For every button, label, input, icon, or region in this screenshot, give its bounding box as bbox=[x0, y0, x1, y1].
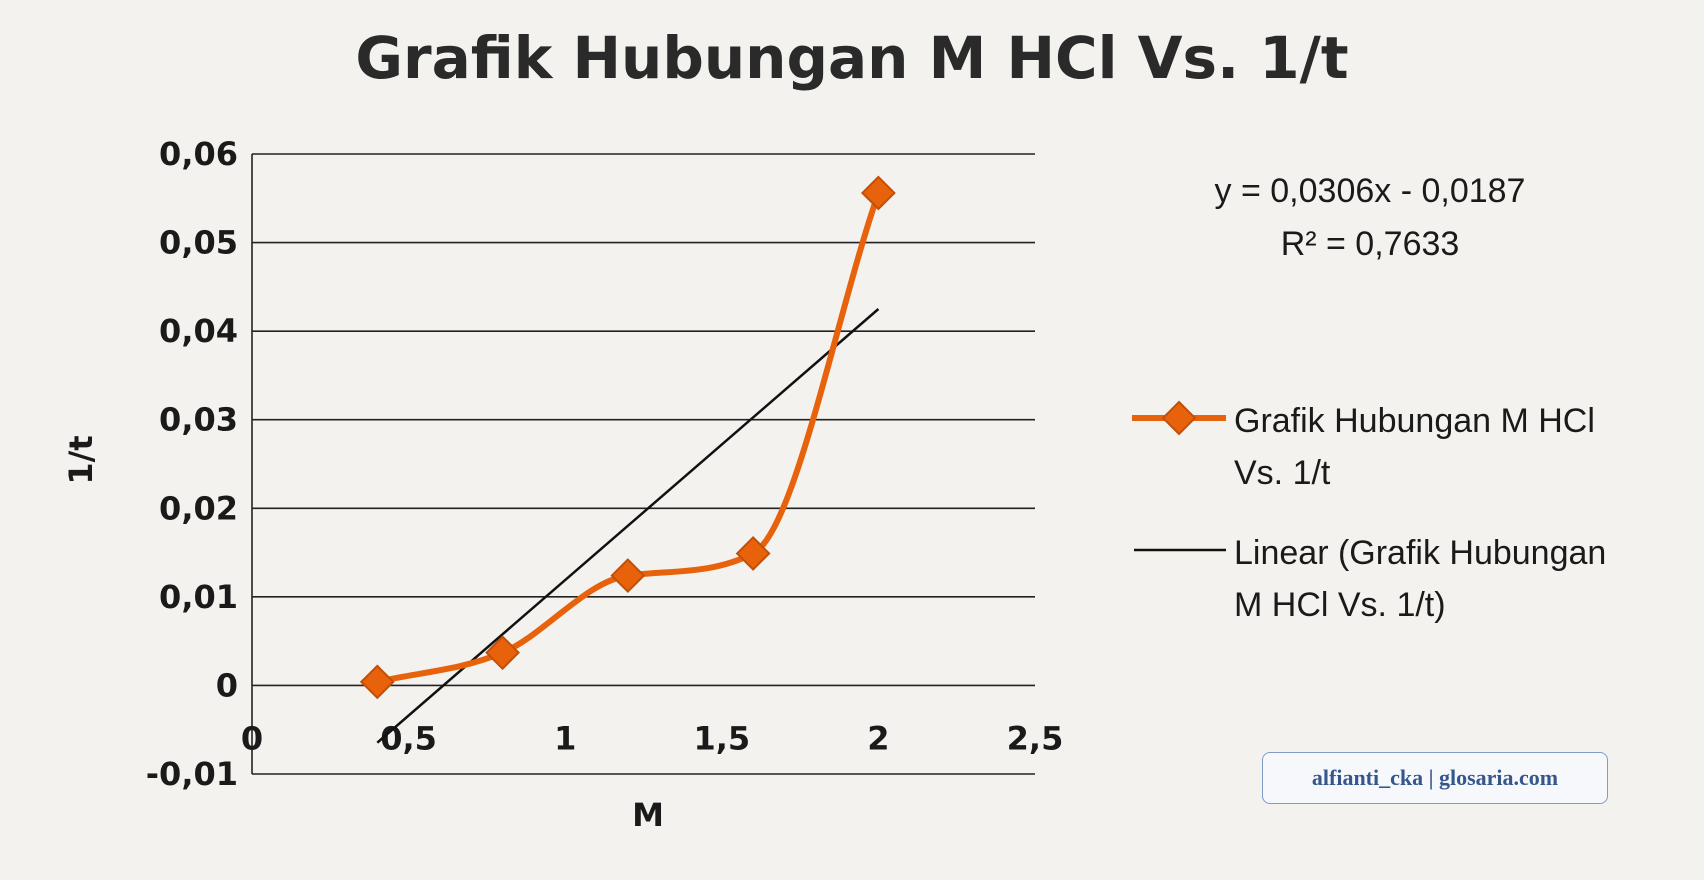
y-tick-label: 0 bbox=[216, 666, 238, 704]
y-axis-title: 1/t bbox=[62, 435, 100, 484]
series-line bbox=[376, 191, 882, 685]
trendline-r-squared: R² = 0,7633 bbox=[1281, 225, 1460, 263]
x-tick-label: 0,5 bbox=[380, 719, 437, 757]
x-tick-label: 1 bbox=[554, 719, 576, 757]
y-tick-label: 0,02 bbox=[159, 489, 238, 527]
legend: Grafik Hubungan M HCl Vs. 1/t Linear (Gr… bbox=[1132, 400, 1606, 624]
x-tick-label: 0 bbox=[241, 719, 263, 757]
data-point-marker bbox=[359, 664, 395, 700]
x-axis-title: M bbox=[632, 796, 664, 834]
trendline bbox=[376, 308, 880, 744]
watermark-badge: alfianti_cka | glosaria.com bbox=[1262, 752, 1608, 804]
legend-series-label-line2: Vs. 1/t bbox=[1234, 454, 1331, 492]
legend-series-label-line1: Grafik Hubungan M HCl bbox=[1234, 402, 1595, 440]
y-tick-label: 0,04 bbox=[159, 312, 238, 350]
trendline-layer bbox=[376, 308, 880, 744]
chart-title: Grafik Hubungan M HCl Vs. 1/t bbox=[355, 24, 1348, 92]
y-tick-label: 0,03 bbox=[159, 401, 238, 439]
y-tick-label: 0,01 bbox=[159, 578, 238, 616]
x-tick-label: 1,5 bbox=[693, 719, 750, 757]
y-tick-label: 0,05 bbox=[159, 224, 238, 262]
x-tick-label: 2 bbox=[867, 719, 889, 757]
legend-trendline-label-line2: M HCl Vs. 1/t) bbox=[1234, 586, 1446, 624]
y-tick-label: -0,01 bbox=[146, 755, 238, 793]
data-point-marker bbox=[610, 558, 646, 594]
legend-trendline-label-line1: Linear (Grafik Hubungan bbox=[1234, 534, 1606, 572]
x-axis: 0 0,5 1 1,5 2 2,5 bbox=[241, 719, 1063, 757]
y-axis: 0,06 0,05 0,04 0,03 0,02 0,01 0 -0,01 bbox=[146, 135, 253, 793]
data-point-marker bbox=[735, 536, 771, 571]
data-point-marker bbox=[860, 175, 896, 211]
series-layer bbox=[359, 175, 896, 700]
y-tick-label: 0,06 bbox=[159, 135, 238, 173]
x-tick-label: 2,5 bbox=[1007, 719, 1064, 757]
legend-series-marker bbox=[1161, 400, 1197, 436]
trendline-equation: y = 0,0306x - 0,0187 bbox=[1215, 172, 1526, 210]
data-point-marker bbox=[485, 635, 520, 671]
